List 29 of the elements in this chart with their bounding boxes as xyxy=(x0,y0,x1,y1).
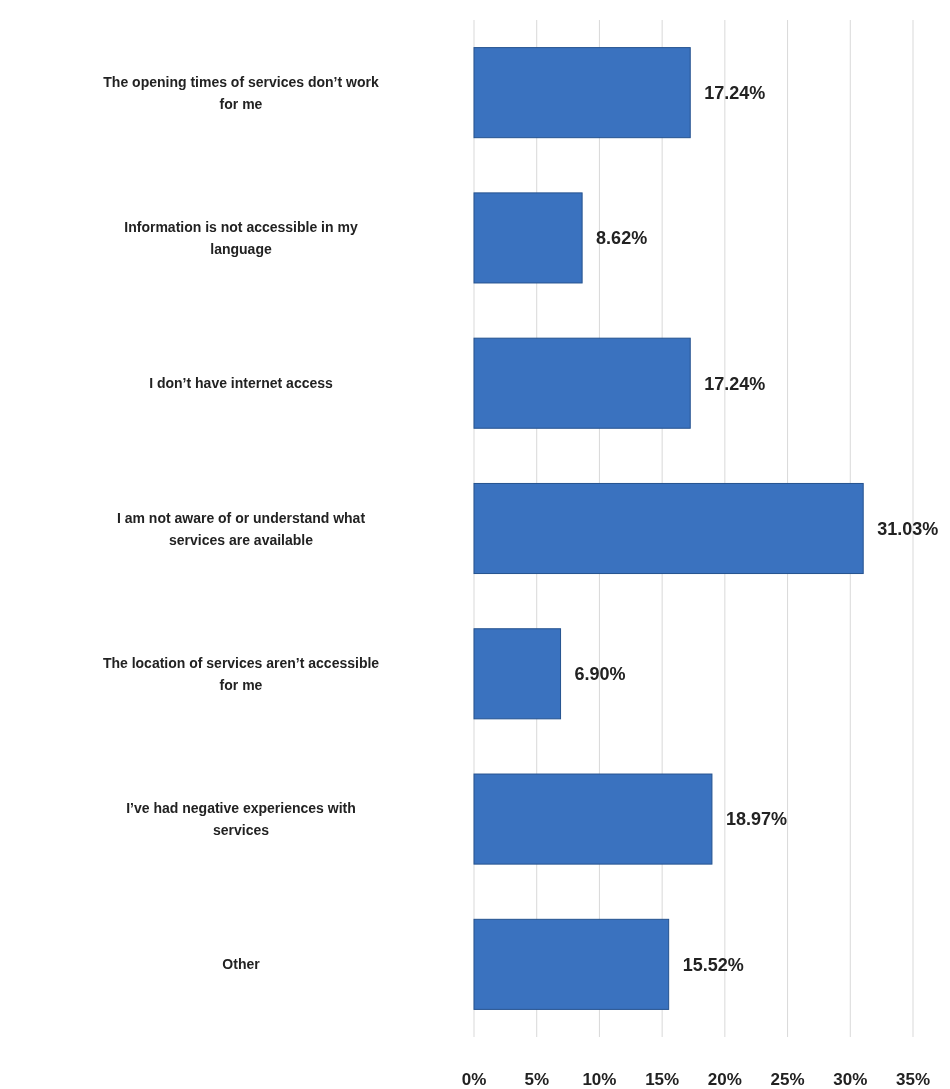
bar xyxy=(473,482,864,575)
x-tick-label: 20% xyxy=(707,1070,742,1089)
data-label: 18.97% xyxy=(725,809,787,830)
data-label: 15.52% xyxy=(682,954,744,975)
x-tick-label: 5% xyxy=(524,1070,549,1089)
x-tick-label: 10% xyxy=(582,1070,617,1089)
y-tick-label: The opening times of services don’t work for me xyxy=(103,73,379,112)
data-label: 8.62% xyxy=(596,228,648,249)
bar xyxy=(473,773,713,865)
y-tick-label: Information is not accessible in my language xyxy=(124,218,358,257)
x-tick-label: 25% xyxy=(770,1070,805,1089)
data-label: 31.03% xyxy=(877,518,939,539)
y-tick-label: I don’t have internet access xyxy=(149,375,334,392)
data-label: 17.24% xyxy=(704,373,766,394)
bar xyxy=(473,337,691,429)
y-tick-label: Other xyxy=(222,956,261,973)
bar xyxy=(473,192,583,284)
x-tick-label: 15% xyxy=(645,1070,680,1089)
y-tick-label: I’ve had negative experiences with services xyxy=(126,800,356,839)
data-label: 17.24% xyxy=(704,82,766,103)
data-label: 6.90% xyxy=(574,664,626,685)
y-tick-label: The location of services aren’t accessible for me xyxy=(102,654,380,693)
bar xyxy=(473,628,562,720)
y-tick-label: I am not aware of or understand what services are available xyxy=(116,509,366,548)
x-tick-label: 30% xyxy=(833,1070,868,1089)
x-tick-label: 0% xyxy=(461,1070,487,1089)
x-tick-label: 35% xyxy=(895,1070,931,1089)
bar xyxy=(473,47,691,139)
bar xyxy=(473,918,670,1010)
